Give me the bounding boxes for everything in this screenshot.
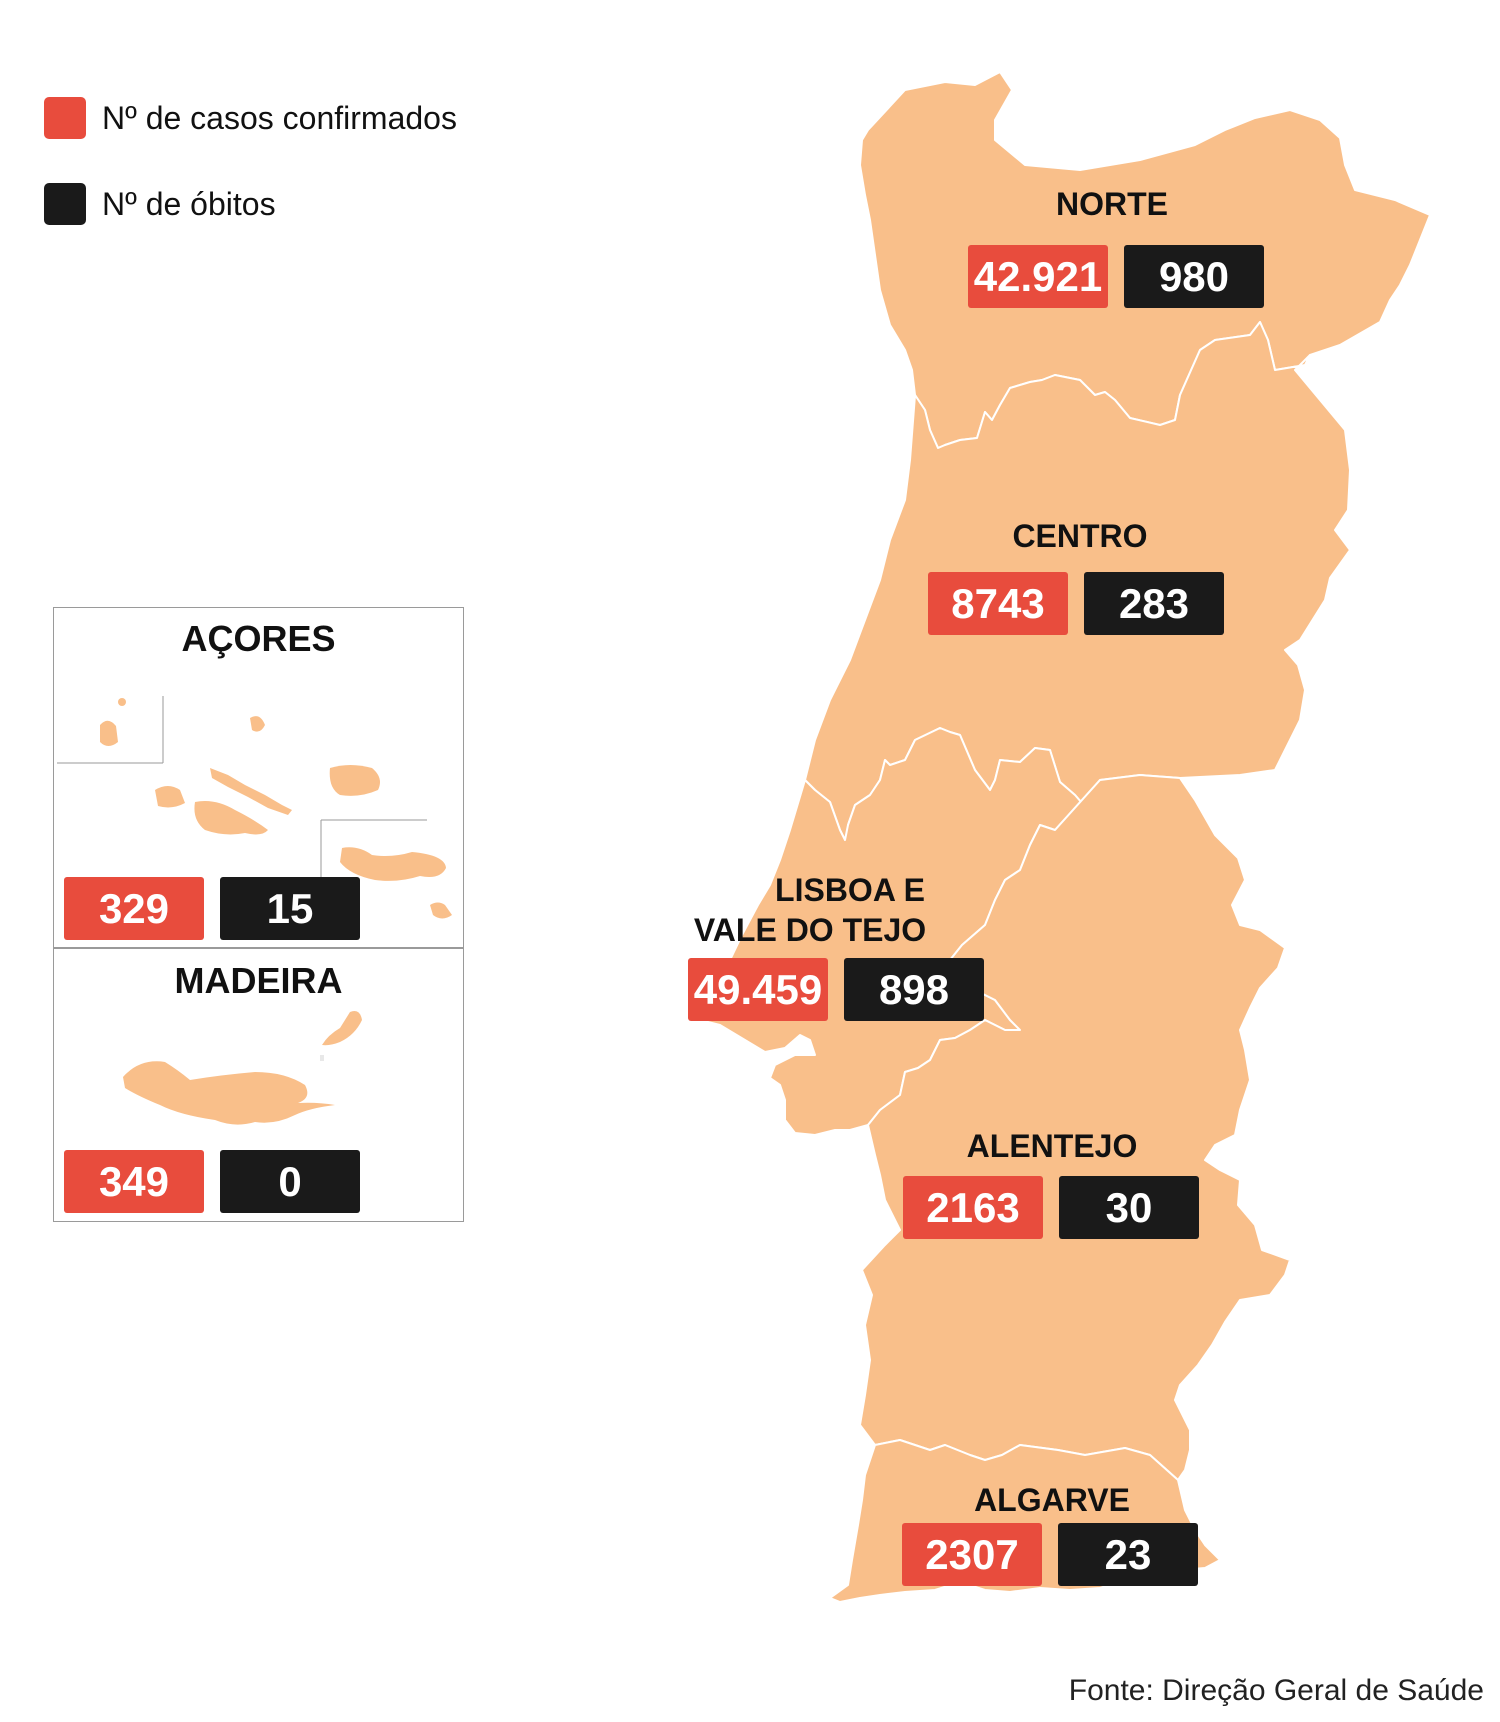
acores-inset: AÇORES (53, 607, 464, 949)
acores-title: AÇORES (181, 618, 336, 659)
madeira-inset: MADEIRA (53, 947, 464, 1222)
legend-cases-label: Nº de casos confirmados (102, 99, 457, 136)
madeira-cases: 349 (64, 1150, 204, 1213)
deaths-swatch (44, 183, 86, 225)
acores-deaths: 15 (220, 877, 360, 940)
region-name-lisboa-line2: VALE DO TEJO (693, 912, 927, 948)
lisboa-cases: 49.459 (688, 958, 828, 1021)
norte-deaths: 980 (1124, 245, 1264, 308)
acores-cases: 329 (64, 877, 204, 940)
centro-deaths: 283 (1084, 572, 1224, 635)
legend-deaths: Nº de óbitos (44, 183, 276, 225)
norte-cases: 42.921 (968, 245, 1108, 308)
madeira-islands (123, 1011, 362, 1125)
acores-islands (57, 696, 452, 919)
lisboa-deaths: 898 (844, 958, 984, 1021)
region-name-algarve: ALGARVE (974, 1482, 1130, 1518)
alentejo-cases: 2163 (903, 1176, 1043, 1239)
madeira-deaths: 0 (220, 1150, 360, 1213)
source-note: Fonte: Direção Geral de Saúde (1068, 1674, 1484, 1707)
region-name-norte: NORTE (1056, 186, 1168, 222)
legend-deaths-label: Nº de óbitos (102, 185, 276, 222)
region-name-lisboa-line1: LISBOA E (775, 872, 925, 908)
legend-cases: Nº de casos confirmados (44, 97, 457, 139)
madeira-title: MADEIRA (174, 960, 343, 1001)
region-name-centro: CENTRO (1012, 518, 1148, 554)
alentejo-deaths: 30 (1059, 1176, 1199, 1239)
region-name-alentejo: ALENTEJO (966, 1128, 1138, 1164)
cases-swatch (44, 97, 86, 139)
centro-cases: 8743 (928, 572, 1068, 635)
algarve-cases: 2307 (902, 1523, 1042, 1586)
algarve-deaths: 23 (1058, 1523, 1198, 1586)
